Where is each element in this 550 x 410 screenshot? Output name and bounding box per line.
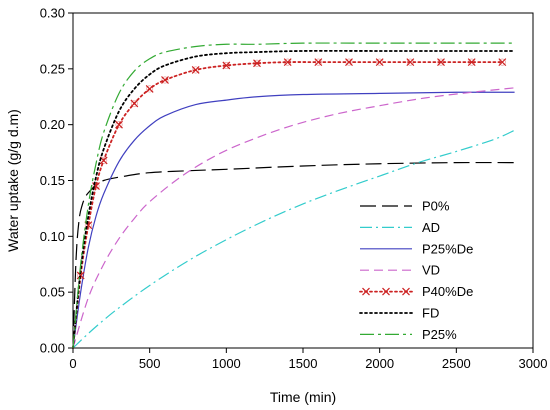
series-layer xyxy=(72,42,516,349)
legend-item: P25% xyxy=(360,327,457,342)
legend-label: P25% xyxy=(422,327,457,342)
series-vd xyxy=(72,87,515,349)
legend: P0% AD P25%De VD P40%De FD P25% xyxy=(359,199,473,342)
x-tick-label: 0 xyxy=(69,356,76,371)
y-tick-label: 0.00 xyxy=(40,341,65,356)
legend-label: VD xyxy=(422,263,440,278)
x-tick-label: 1000 xyxy=(212,356,241,371)
legend-item: AD xyxy=(360,220,440,235)
data-point-marker xyxy=(115,120,123,129)
y-tick-label: 0.20 xyxy=(40,117,65,132)
legend-label: P0% xyxy=(422,199,450,214)
series-line xyxy=(72,87,515,349)
series-p25-de xyxy=(72,91,515,349)
y-tick-label: 0.10 xyxy=(40,229,65,244)
series-fd xyxy=(72,49,516,349)
data-point-marker xyxy=(375,58,384,67)
data-point-marker xyxy=(191,66,200,74)
data-point-marker xyxy=(130,99,139,108)
axes-layer: 0 500 1000 1500 2000 2500 3000 0.00 0.05 0.10 0.15… xyxy=(40,6,548,372)
legend-label: FD xyxy=(422,306,439,321)
legend-item: P40%De xyxy=(359,284,473,299)
data-point-marker xyxy=(161,76,169,84)
data-point-marker xyxy=(498,58,507,67)
data-point-marker xyxy=(437,58,445,67)
y-tick-label: 0.05 xyxy=(40,285,65,300)
legend-item: FD xyxy=(359,306,439,321)
x-tick-label: 500 xyxy=(139,356,161,371)
series-p25- xyxy=(72,42,515,349)
series-line xyxy=(72,129,515,349)
x-tick-label: 2000 xyxy=(365,356,394,371)
y-tick-label: 0.15 xyxy=(40,173,65,188)
y-tick-label: 0.25 xyxy=(40,61,65,76)
legend-item: VD xyxy=(360,263,440,278)
legend-item: P0% xyxy=(360,199,450,214)
data-point-marker xyxy=(253,59,261,68)
x-tick-label: 3000 xyxy=(519,356,548,371)
data-point-marker xyxy=(222,61,231,70)
legend-label: P25%De xyxy=(422,241,473,256)
data-point-marker xyxy=(467,58,476,67)
x-tick-label: 2500 xyxy=(442,356,471,371)
x-axis-title: Time (min) xyxy=(270,389,336,405)
data-point-marker xyxy=(283,58,292,67)
y-tick-label: 0.30 xyxy=(40,6,65,21)
data-point-marker xyxy=(345,58,353,67)
legend-item: P25%De xyxy=(360,241,473,256)
data-point-marker xyxy=(314,58,323,67)
legend-label: AD xyxy=(422,220,440,235)
data-point-marker xyxy=(145,85,154,93)
data-point-marker xyxy=(406,58,415,67)
series-ad xyxy=(72,129,515,349)
legend-label: P40%De xyxy=(422,284,473,299)
series-line xyxy=(72,42,515,349)
series-line xyxy=(72,91,515,349)
x-tick-label: 1500 xyxy=(289,356,318,371)
series-line xyxy=(72,61,504,349)
y-axis-title: Water uptake (g/g d.m) xyxy=(5,109,21,252)
series-line xyxy=(72,49,516,349)
